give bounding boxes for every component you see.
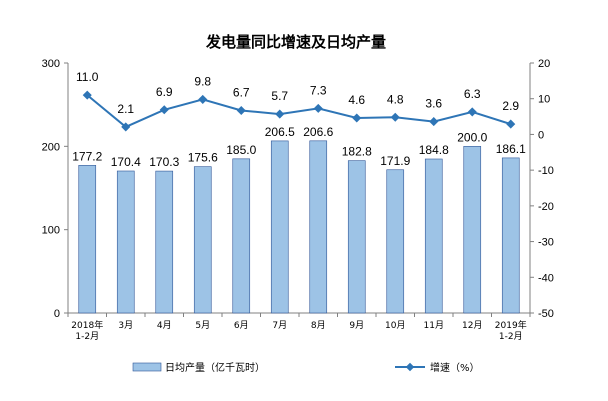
bar bbox=[155, 170, 174, 314]
bar-value-label: 182.8 bbox=[342, 145, 372, 159]
line-series bbox=[82, 90, 516, 132]
bar-value-label: 184.8 bbox=[419, 143, 449, 157]
x-tick-label: 8月 bbox=[311, 320, 326, 331]
bar-value-label: 186.1 bbox=[496, 142, 526, 156]
bar bbox=[309, 140, 328, 314]
bar bbox=[424, 158, 443, 314]
x-tick-label: 7月 bbox=[272, 320, 287, 331]
x-tick-label: 12月 bbox=[462, 320, 482, 331]
y-left-tick-label: 200 bbox=[42, 141, 60, 153]
bar-value-label: 171.9 bbox=[380, 154, 410, 168]
bar bbox=[270, 140, 289, 314]
bar-series bbox=[78, 140, 520, 314]
line-value-label: 6.9 bbox=[156, 85, 173, 99]
line-point bbox=[121, 122, 131, 132]
line-point bbox=[390, 112, 400, 122]
bar-value-label: 175.6 bbox=[188, 151, 218, 165]
y-right-tick-labels: 20 10 0 -10 -20 -30 -40 -50 bbox=[538, 58, 554, 320]
line-value-label: 11.0 bbox=[76, 70, 99, 84]
line-value-label: 5.7 bbox=[271, 89, 288, 103]
bar bbox=[463, 146, 482, 314]
legend-bar-swatch bbox=[132, 362, 162, 372]
line-value-label: 7.3 bbox=[310, 83, 327, 97]
bar-value-label: 177.2 bbox=[72, 149, 102, 163]
bar bbox=[501, 157, 520, 314]
x-tick-label: 6月 bbox=[234, 320, 249, 331]
y-right-tick-label: -10 bbox=[538, 165, 554, 177]
bar-value-label: 206.6 bbox=[303, 125, 333, 139]
y-right-tick-label: 20 bbox=[538, 58, 550, 70]
x-tick-labels: 2018年 1-2月 3月 4月 5月 6月 7月 8月 9月 10月 11月 12月 2019年 1-2… bbox=[71, 319, 526, 342]
line-value-label: 2.1 bbox=[117, 102, 134, 116]
x-tick-label: 5月 bbox=[195, 320, 210, 331]
chart-title: 发电量同比增速及日均产量 bbox=[205, 33, 386, 51]
bar bbox=[116, 170, 135, 314]
line-point bbox=[198, 94, 208, 104]
x-tick-label: 9月 bbox=[349, 320, 364, 331]
bar bbox=[232, 158, 251, 314]
line-value-labels: 11.0 2.1 6.9 9.8 6.7 5.7 7.3 4.6 4.8 3.6 6.3 2.9 bbox=[76, 70, 519, 116]
line-point bbox=[275, 109, 285, 119]
legend-line-label: 增速（%） bbox=[430, 361, 480, 374]
x-tick-label: 2019年 1-2月 bbox=[495, 319, 527, 342]
bar-value-label: 170.4 bbox=[111, 155, 141, 169]
line-point bbox=[236, 105, 246, 116]
line-value-label: 6.7 bbox=[233, 86, 250, 100]
line-point bbox=[506, 119, 516, 129]
line-value-label: 4.8 bbox=[387, 92, 404, 106]
y-right-tick-label: 10 bbox=[538, 94, 550, 106]
y-right-tick-label: -20 bbox=[538, 201, 554, 213]
line-value-label: 9.8 bbox=[194, 74, 211, 88]
y-right-tick-label: -40 bbox=[538, 272, 554, 284]
x-tick-label: 11月 bbox=[424, 320, 444, 331]
bar bbox=[347, 160, 366, 314]
bar bbox=[193, 166, 212, 314]
bar-value-label: 206.5 bbox=[265, 125, 295, 139]
bar-value-label: 170.3 bbox=[149, 155, 179, 169]
x-tick-label: 4月 bbox=[157, 320, 172, 331]
y-left-tick-label: 0 bbox=[54, 308, 60, 320]
line-point bbox=[467, 107, 477, 117]
axes bbox=[64, 62, 534, 317]
y-right-tick-label: -30 bbox=[538, 237, 554, 249]
bar-value-labels: 177.2 170.4 170.3 175.6 185.0 206.5 206.6 182.8… bbox=[72, 125, 526, 169]
y-right-tick-label: -50 bbox=[538, 308, 554, 320]
line-value-label: 2.9 bbox=[502, 99, 519, 113]
x-tick-label: 2018年 1-2月 bbox=[71, 319, 103, 342]
line-point bbox=[159, 105, 169, 115]
x-tick-label: 10月 bbox=[385, 320, 405, 331]
line-point bbox=[82, 90, 92, 100]
series-line bbox=[86, 94, 512, 129]
line-value-label: 6.3 bbox=[464, 87, 481, 101]
x-tick-label: 3月 bbox=[118, 320, 133, 331]
y-right-tick-label: 0 bbox=[538, 129, 544, 141]
y-left-tick-labels: 0 100 200 300 bbox=[42, 58, 60, 320]
line-point bbox=[352, 113, 362, 123]
bar bbox=[386, 169, 405, 314]
line-value-label: 3.6 bbox=[425, 97, 442, 111]
line-point bbox=[313, 103, 323, 113]
legend: 日均产量（亿千瓦时） 增速（%） bbox=[132, 361, 480, 374]
bar-value-label: 185.0 bbox=[226, 143, 256, 157]
y-left-tick-label: 300 bbox=[42, 58, 60, 70]
legend-line-marker bbox=[405, 362, 415, 372]
bar bbox=[78, 165, 97, 314]
line-value-label: 4.6 bbox=[348, 93, 365, 107]
legend-bar-label: 日均产量（亿千瓦时） bbox=[165, 361, 265, 374]
y-left-tick-label: 100 bbox=[42, 225, 60, 237]
bar-value-label: 200.0 bbox=[457, 130, 487, 144]
line-point bbox=[429, 117, 439, 127]
